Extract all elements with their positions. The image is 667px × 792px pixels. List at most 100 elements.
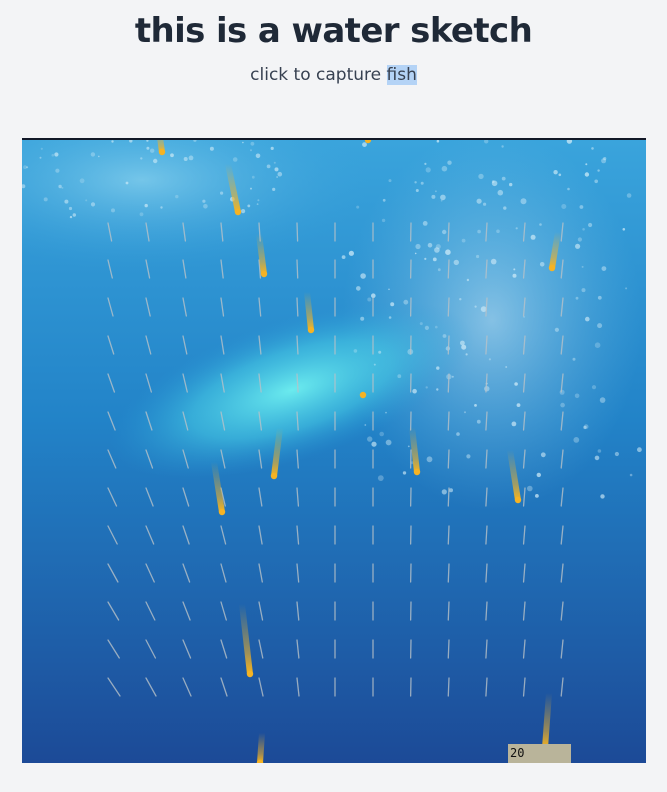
flow-line <box>107 297 114 317</box>
fish-head[interactable] <box>158 148 166 156</box>
bubble <box>464 411 466 414</box>
bubble <box>40 147 43 150</box>
fish-head[interactable] <box>359 391 367 399</box>
flow-line <box>107 373 116 393</box>
fish-trail <box>271 425 283 479</box>
bubble <box>371 293 376 298</box>
bubble <box>250 141 255 146</box>
fish-head[interactable] <box>218 508 226 516</box>
fish-head[interactable] <box>256 759 264 763</box>
bubble <box>512 273 517 278</box>
flow-line <box>485 601 488 621</box>
fish[interactable] <box>548 229 561 272</box>
fish[interactable] <box>157 140 166 156</box>
bubble <box>520 198 527 205</box>
bubble <box>256 203 259 205</box>
flow-line <box>522 525 526 545</box>
bubble <box>488 358 491 361</box>
bubble <box>422 221 428 226</box>
bubble <box>456 432 460 436</box>
flow-line <box>107 525 118 545</box>
bubble <box>90 202 96 207</box>
flow-line <box>107 563 119 583</box>
fish[interactable] <box>507 447 522 504</box>
flow-line <box>485 449 488 469</box>
flow-line <box>145 335 152 355</box>
bubble <box>153 158 158 164</box>
bubble <box>371 441 377 447</box>
fish[interactable] <box>409 424 421 476</box>
fish-head[interactable] <box>260 270 268 278</box>
bubble <box>140 157 143 160</box>
fish[interactable] <box>225 161 242 216</box>
fish-trail <box>157 140 165 155</box>
bubble <box>514 382 518 386</box>
fish-head[interactable] <box>270 472 278 480</box>
flow-line <box>485 335 488 355</box>
flow-line <box>560 297 564 317</box>
flow-line <box>258 677 264 697</box>
fish[interactable] <box>304 289 315 334</box>
fish-head[interactable] <box>364 140 372 144</box>
bubble <box>540 452 546 458</box>
fish[interactable] <box>364 140 372 144</box>
fish[interactable] <box>359 342 367 399</box>
fish[interactable] <box>256 231 268 278</box>
bubble <box>414 252 417 255</box>
bubble <box>341 255 346 259</box>
bubble <box>251 175 255 179</box>
bubble <box>54 152 59 157</box>
flow-line <box>485 373 488 393</box>
bubble <box>535 494 539 498</box>
bubble <box>202 199 206 203</box>
fish-head[interactable] <box>514 496 522 504</box>
bubble <box>585 316 590 322</box>
bubble <box>144 203 148 208</box>
bubble <box>424 325 429 330</box>
bubble <box>459 298 462 301</box>
fish-head[interactable] <box>307 326 315 334</box>
water-sketch-canvas[interactable] <box>22 138 646 763</box>
fish[interactable] <box>256 730 265 763</box>
bubble <box>629 473 633 477</box>
bubble <box>559 389 565 395</box>
fish-head[interactable] <box>234 208 242 216</box>
bubble <box>558 173 562 177</box>
bubble <box>419 322 423 326</box>
flow-line <box>107 411 116 431</box>
flow-line <box>560 677 564 697</box>
flow-line <box>220 373 225 393</box>
water-scene[interactable] <box>22 140 646 763</box>
flow-line <box>560 601 564 621</box>
flow-line <box>485 487 488 507</box>
flow-line <box>258 563 263 583</box>
fish-head[interactable] <box>246 670 254 678</box>
bubble <box>415 189 419 192</box>
bubble <box>440 194 446 201</box>
fish-head[interactable] <box>413 468 421 476</box>
bubble <box>432 257 437 262</box>
flow-line <box>296 297 299 317</box>
bubble <box>582 228 585 231</box>
fish-layer[interactable] <box>157 140 561 763</box>
bubble <box>356 205 360 209</box>
bubble <box>460 340 465 346</box>
bubble <box>388 288 390 291</box>
bubble <box>247 204 251 208</box>
bubble <box>79 178 85 184</box>
flow-line <box>447 373 450 393</box>
fish[interactable] <box>239 601 254 678</box>
bubble <box>85 199 88 202</box>
fish[interactable] <box>211 459 226 516</box>
fish-head[interactable] <box>548 264 556 272</box>
bubble <box>442 229 447 235</box>
bubble <box>378 350 382 354</box>
flow-line <box>107 487 118 507</box>
bubble <box>436 140 440 143</box>
bubble <box>242 141 244 144</box>
bubble <box>572 357 576 361</box>
flow-line <box>296 563 300 583</box>
bubble <box>577 237 583 242</box>
fish[interactable] <box>270 425 283 480</box>
bubble <box>360 316 365 321</box>
